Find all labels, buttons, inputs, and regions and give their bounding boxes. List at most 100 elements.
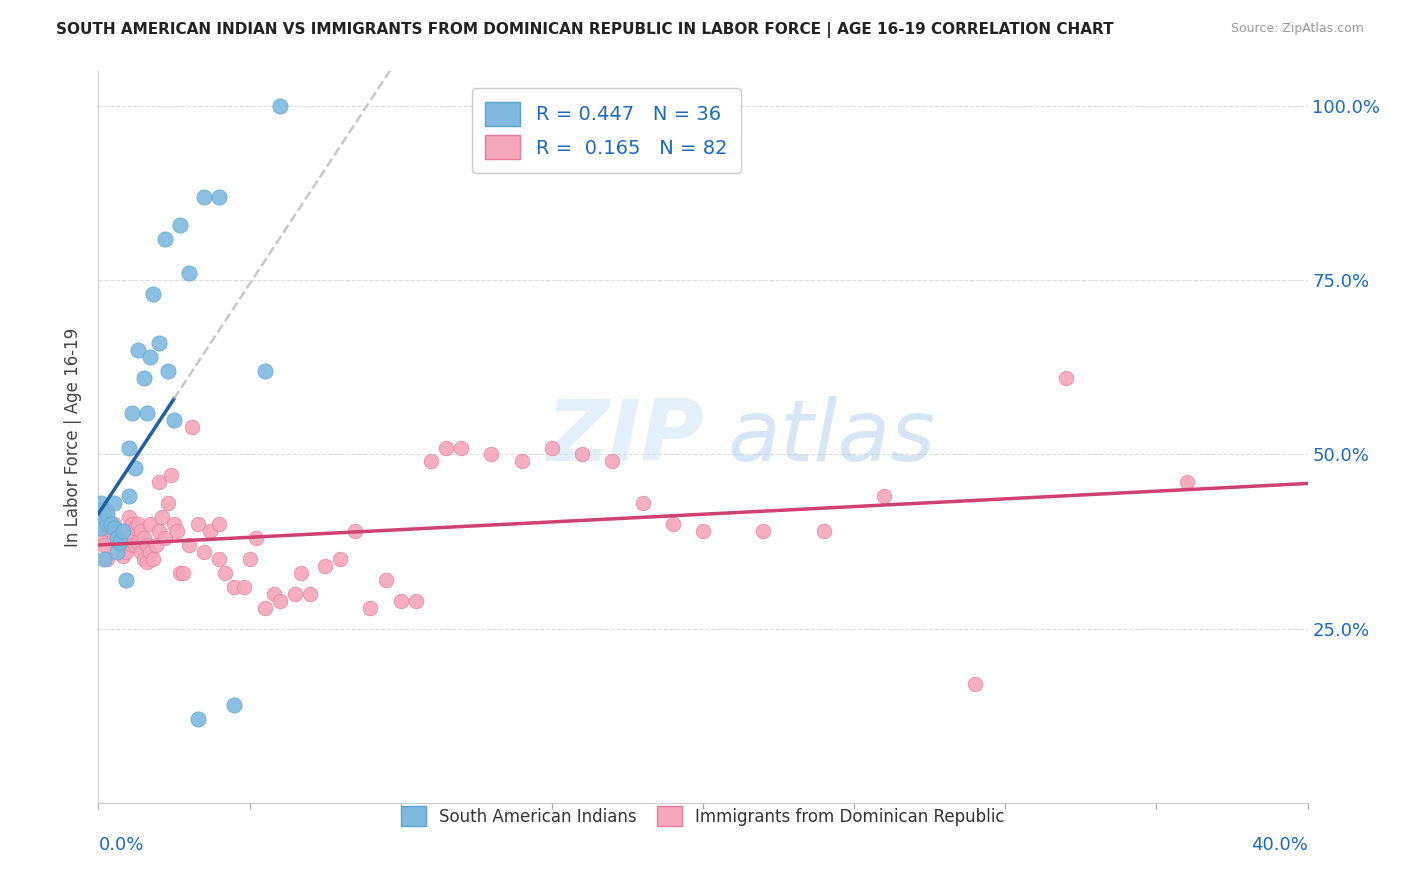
Point [121, 538, 143, 552]
Point [187, 517, 209, 532]
Point [269, 99, 291, 113]
Point [160, 468, 183, 483]
Text: 0.0%: 0.0% [98, 836, 143, 854]
Point [169, 566, 191, 580]
Point [90, 521, 112, 535]
Point [153, 231, 176, 245]
Point [124, 521, 146, 535]
Point [661, 517, 683, 532]
Point [153, 531, 176, 545]
Point [135, 556, 157, 570]
Point [163, 517, 186, 532]
Point [111, 524, 134, 538]
Point [299, 587, 322, 601]
Point [121, 406, 143, 420]
Point [118, 441, 141, 455]
Point [129, 524, 152, 538]
Point [90, 496, 112, 510]
Point [253, 600, 276, 615]
Point [253, 364, 276, 378]
Point [139, 545, 162, 559]
Point [127, 534, 149, 549]
Point [129, 545, 152, 559]
Y-axis label: In Labor Force | Age 16-19: In Labor Force | Age 16-19 [65, 327, 83, 547]
Point [124, 461, 146, 475]
Point [571, 448, 593, 462]
Point [105, 531, 128, 545]
Point [103, 496, 125, 510]
Point [135, 406, 157, 420]
Point [132, 371, 155, 385]
Point [156, 496, 179, 510]
Point [96, 517, 118, 532]
Legend: South American Indians, Immigrants from Dominican Republic: South American Indians, Immigrants from … [392, 797, 1014, 835]
Point [103, 521, 125, 535]
Point [114, 573, 136, 587]
Point [602, 454, 624, 468]
Point [148, 336, 170, 351]
Point [193, 545, 215, 559]
Point [139, 350, 162, 364]
Point [156, 364, 179, 378]
Point [118, 489, 141, 503]
Point [90, 531, 112, 545]
Point [374, 573, 396, 587]
Point [420, 454, 443, 468]
Point [132, 531, 155, 545]
Point [269, 594, 291, 608]
Point [284, 587, 307, 601]
Point [93, 510, 115, 524]
Point [105, 545, 128, 559]
Point [329, 552, 352, 566]
Point [179, 538, 201, 552]
Point [481, 448, 503, 462]
Point [232, 580, 254, 594]
Point [96, 552, 118, 566]
Point [127, 517, 149, 532]
Point [96, 507, 118, 521]
Point [752, 524, 775, 538]
Point [214, 566, 236, 580]
Point [103, 531, 125, 545]
Point [93, 552, 115, 566]
Point [114, 545, 136, 559]
Point [405, 594, 427, 608]
Point [124, 538, 146, 552]
Point [103, 517, 125, 532]
Point [172, 566, 194, 580]
Point [224, 698, 246, 713]
Text: atlas: atlas [727, 395, 935, 479]
Point [118, 510, 141, 524]
Point [96, 503, 118, 517]
Point [111, 524, 134, 538]
Point [100, 517, 122, 532]
Point [1054, 371, 1077, 385]
Point [90, 503, 112, 517]
Text: ZIP: ZIP [546, 395, 703, 479]
Point [224, 580, 246, 594]
Point [200, 524, 222, 538]
Text: Source: ZipAtlas.com: Source: ZipAtlas.com [1230, 22, 1364, 36]
Point [450, 441, 472, 455]
Point [105, 534, 128, 549]
Text: SOUTH AMERICAN INDIAN VS IMMIGRANTS FROM DOMINICAN REPUBLIC IN LABOR FORCE | AGE: SOUTH AMERICAN INDIAN VS IMMIGRANTS FROM… [56, 22, 1114, 38]
Point [813, 524, 835, 538]
Point [389, 594, 412, 608]
Point [148, 475, 170, 490]
Point [290, 566, 312, 580]
Point [692, 524, 714, 538]
Point [169, 218, 191, 232]
Point [100, 524, 122, 538]
Point [208, 517, 231, 532]
Point [1175, 475, 1198, 490]
Point [118, 531, 141, 545]
Point [145, 538, 167, 552]
Point [193, 190, 215, 204]
Point [263, 587, 285, 601]
Point [187, 712, 209, 726]
Point [239, 552, 262, 566]
Point [510, 454, 533, 468]
Point [148, 524, 170, 538]
Point [208, 190, 231, 204]
Point [179, 266, 201, 280]
